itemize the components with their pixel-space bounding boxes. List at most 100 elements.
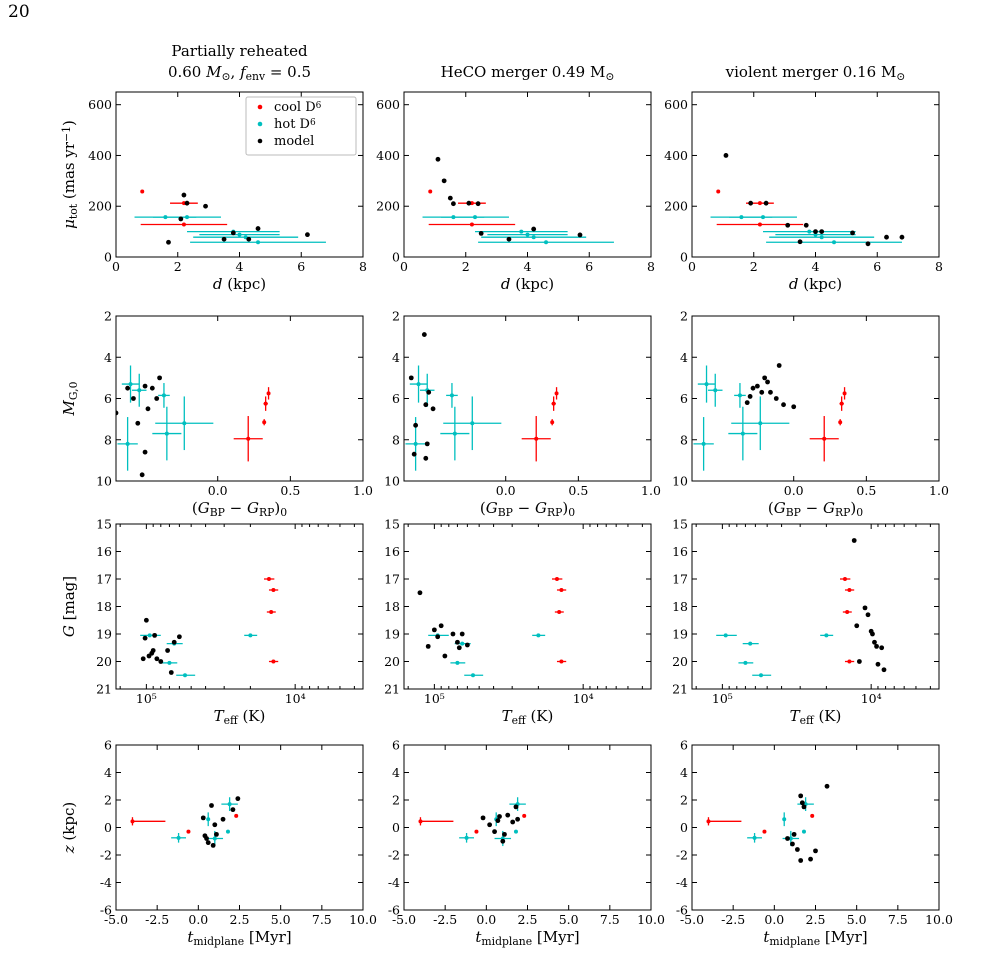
hot-point [531,235,536,240]
y-tick-label: 600 [664,97,688,112]
x-tick-label: 8 [647,259,655,274]
panel-r4-c3: -5.0 -2.5 0.0 2.5 5.0 7.5 10.0 -6 -4 -2 0 2 4 6 [676,738,953,928]
cool-point [266,577,271,581]
page-number: 20 [8,2,30,22]
y-tick-label: 0 [104,250,112,265]
model-point [220,816,226,822]
hot-point [536,633,541,638]
x-tick-label: -2.5 [721,912,745,927]
y-tick-label: 18 [672,599,688,614]
model-point [135,420,141,426]
y-tick-label: 4 [104,350,112,365]
x-tick-label: 2 [750,259,758,274]
hot-point [237,232,242,237]
y-tick-label: 4 [680,350,688,365]
model-point [762,375,768,381]
x-tick-label: 2.5 [518,912,538,927]
model-point [750,385,756,391]
x-tick-label: 7.5 [312,912,332,927]
x-tick-label: 1.0 [929,483,949,498]
x-axis-label: d (kpc) [213,275,266,293]
data-layer [130,796,241,848]
hot-point [125,441,130,446]
x-tick-label: 7.5 [888,912,908,927]
y-tick-label: 6 [392,738,400,753]
cool-point [551,401,556,406]
panel-r3-c3: 10⁵ 10⁴ 15 16 17 18 19 20 21 [672,517,940,706]
panel-frame [691,744,940,911]
hot-point [473,215,478,220]
model-point [723,153,729,158]
x-axis-label: (GBP − GRP)0 [480,499,575,519]
hot-point [183,673,188,678]
model-point [466,200,472,206]
model-point [799,800,805,806]
y-tick-label: 2 [392,793,400,808]
y-axis-label: μtot (mas yr−1) [60,120,80,229]
model-point [413,422,419,428]
panel-frame [115,523,364,690]
y-tick-label: -6 [388,903,400,918]
y-tick-label: 16 [384,544,400,559]
x-tick-label: 0 [400,259,408,274]
x-axis-label: (GBP − GRP)0 [192,499,287,519]
hot-point [225,829,230,834]
x-tick-label: 10.0 [925,912,953,927]
model-point [854,623,860,629]
model-point [747,394,753,399]
x-tick-label: 4 [236,259,244,274]
model-point [203,203,208,209]
model-point [431,627,437,633]
y-tick-label: 2 [680,309,688,324]
model-point [856,659,862,664]
model-point [475,201,481,207]
cool-point [559,659,564,664]
x-tick-label: -5.0 [392,912,416,927]
hot-point [449,393,454,398]
data-layer [710,153,905,247]
legend-marker-hot [257,121,263,127]
cool-point [271,659,276,664]
model-point [899,234,905,240]
cool-point [130,819,135,824]
y-tick-label: 16 [672,544,688,559]
hot-point [807,229,812,234]
model-point [506,236,512,242]
y-tick-label: -2 [676,848,688,863]
x-tick-label: 2 [462,259,470,274]
model-point [417,590,423,596]
x-axis-label: Teff (K) [502,707,554,727]
data-layer [116,365,271,478]
hot-point [788,836,793,841]
panel-frame [403,315,652,482]
model-point [791,404,797,410]
y-tick-label: 4 [104,765,112,780]
cool-point [418,819,423,824]
column-subtitle-1: 0.60 M⊙, fenv = 0.5 [168,63,311,83]
model-point [165,648,170,653]
y-tick-label: 20 [384,654,400,669]
y-tick-label: 19 [672,627,688,642]
panel-frame [403,744,652,911]
x-tick-label: 0.0 [784,483,804,498]
hot-point [801,829,806,834]
x-axis-label: d (kpc) [789,275,842,293]
cool-point [559,588,564,592]
model-point [798,793,804,799]
cool-point [757,222,762,227]
y-tick-label: 20 [96,654,112,669]
cool-point [838,420,843,425]
y-axis-label: z (kpc) [60,802,78,854]
x-tick-label: 0.0 [476,912,496,927]
model-point [438,623,444,629]
hot-point [413,441,418,446]
hot-point [416,382,421,387]
data-layer [706,783,830,863]
legend-label-cool: cool D6 [274,100,322,115]
cool-point [474,829,479,834]
model-point [143,617,149,623]
model-point [435,634,441,640]
model-point [166,239,171,245]
model-point [870,631,875,637]
